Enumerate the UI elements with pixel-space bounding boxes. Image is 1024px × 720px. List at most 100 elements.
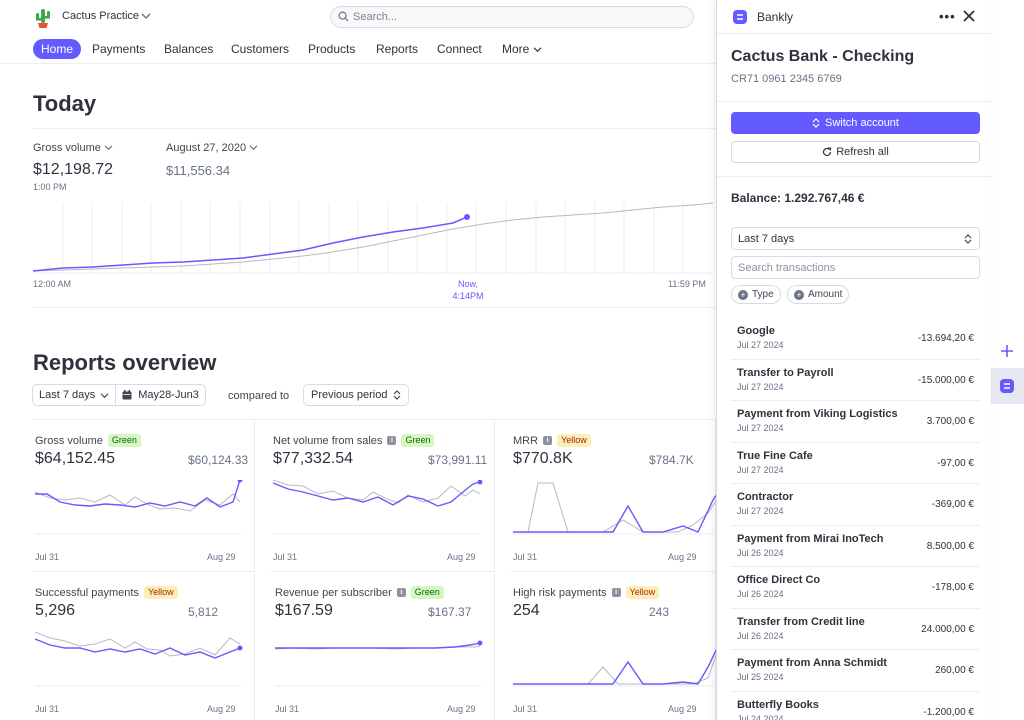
info-icon[interactable]: i	[611, 588, 621, 597]
info-icon[interactable]: i	[387, 436, 397, 445]
transaction-row[interactable]: Transfer to Payroll Jul 27 2024 -15.000,00…	[731, 360, 980, 401]
gross-volume-value: $12,198.72	[33, 161, 114, 178]
metric-card[interactable]: Revenue per subscriber i Green $167.59 $167.…	[273, 572, 495, 720]
switch-account-button[interactable]: Switch account	[731, 112, 980, 134]
card-value: $64,152.45	[35, 450, 116, 467]
nav-more[interactable]: More	[494, 39, 550, 59]
transaction-amount: 260,00 €	[935, 665, 974, 676]
card-value: 254	[513, 602, 540, 619]
compared-to-label: compared to	[228, 390, 290, 402]
transaction-row[interactable]: Butterfly Books Jul 24 2024 -1.200,00 €	[731, 692, 980, 720]
date-range-label: May28-Jun3	[138, 389, 199, 401]
card-sparkline	[275, 640, 483, 687]
chevron-updown-icon	[964, 234, 972, 244]
card-title: Net volume from sales	[273, 434, 383, 447]
card-title-row: MRR i Yellow	[513, 434, 591, 447]
range-label: Last 7 days	[738, 233, 795, 245]
nav-more-label: More	[502, 42, 530, 56]
info-icon[interactable]: i	[396, 588, 406, 597]
card-sparkline	[513, 482, 716, 535]
chevron-updown-icon	[394, 390, 401, 400]
main-nav: Home Payments Balances Customers Product…	[0, 36, 716, 64]
current-period-line	[275, 642, 481, 649]
metric-card[interactable]: Successful payments Yellow 5,296 5,812 Jul 3…	[33, 572, 255, 720]
current-period-line	[35, 480, 241, 508]
amount-filter-label: Amount	[808, 289, 843, 300]
calendar-icon	[122, 390, 132, 400]
nav-reports[interactable]: Reports	[376, 42, 419, 56]
card-end-date: Aug 29	[447, 552, 476, 562]
transaction-row[interactable]: Payment from Mirai InoTech Jul 26 2024 8.5…	[731, 526, 980, 567]
account-iban: CR71 0961 2345 6769	[731, 73, 842, 85]
nav-customers[interactable]: Customers	[231, 42, 290, 56]
account-switcher[interactable]: Cactus Practice	[62, 10, 140, 22]
transaction-date: Jul 27 2024	[737, 423, 784, 433]
range-select[interactable]: Last 7 days	[731, 227, 980, 250]
range-select[interactable]: Last 7 days	[33, 385, 117, 405]
card-start-date: Jul 31	[513, 704, 538, 714]
more-options-icon[interactable]: •••	[939, 9, 956, 24]
previous-period-line	[35, 491, 241, 512]
transaction-row[interactable]: Payment from Anna Schmidt Jul 25 2024 260,…	[731, 650, 980, 692]
rail-bankly-button[interactable]	[996, 375, 1018, 397]
transaction-row[interactable]: Transfer from Credit line Jul 26 2024 24.0…	[731, 609, 980, 650]
nav-products[interactable]: Products	[308, 42, 356, 56]
card-title-row: Net volume from sales i Green	[273, 434, 435, 447]
metric-card[interactable]: Gross volume Green $64,152.45 $60,124.33 Jul…	[33, 420, 255, 572]
card-title-row: Revenue per subscriber i Green	[275, 586, 444, 599]
chevron-down-icon[interactable]	[141, 12, 151, 20]
amount-filter-button[interactable]: + Amount	[787, 285, 850, 304]
card-title-row: High risk payments i Yellow	[513, 586, 660, 599]
status-badge: Green	[107, 434, 141, 447]
card-compare-value: $73,991.11	[428, 453, 488, 467]
previous-period-line	[273, 480, 481, 504]
gross-volume-label: Gross volume	[33, 142, 101, 154]
nav-home[interactable]: Home	[33, 39, 82, 59]
current-period-line	[273, 481, 481, 507]
transaction-row[interactable]: True Fine Cafe Jul 27 2024 -97,00 €	[731, 443, 980, 484]
search-input[interactable]: Search...	[330, 6, 694, 28]
nav-connect[interactable]: Connect	[437, 42, 482, 56]
close-icon[interactable]	[962, 9, 976, 23]
transaction-date: Jul 27 2024	[737, 506, 784, 516]
transaction-row[interactable]: Contractor Jul 27 2024 -369,00 €	[731, 484, 980, 526]
transaction-amount: 3.700,00 €	[926, 416, 974, 427]
date-range-picker[interactable]: May28-Jun3	[116, 385, 205, 405]
comparison-select[interactable]: Previous period	[303, 384, 410, 406]
bankly-logo-icon	[1000, 379, 1014, 393]
chevron-down-icon	[100, 392, 109, 398]
nav-balances[interactable]: Balances	[164, 42, 214, 56]
transaction-row[interactable]: Office Direct Co Jul 26 2024 -178,00 €	[731, 567, 980, 609]
comparison-label: Previous period	[311, 389, 388, 401]
card-compare-value: $784.7K	[649, 453, 694, 467]
metric-card[interactable]: Net volume from sales i Green $77,332.54 $73…	[271, 420, 495, 572]
info-icon[interactable]: i	[543, 436, 553, 445]
compare-day-line	[33, 202, 713, 272]
panel-title: Bankly	[757, 10, 794, 24]
date-selector[interactable]: August 27, 2020	[166, 142, 258, 154]
card-title: MRR	[513, 434, 539, 447]
type-filter-button[interactable]: + Type	[731, 285, 781, 304]
metric-card[interactable]: MRR i Yellow $770.8K $784.7K Jul 31 Aug 29	[511, 420, 716, 572]
metric-card[interactable]: High risk payments i Yellow 254 243 Jul 31 Aug…	[511, 572, 716, 720]
page-title: Today	[33, 91, 97, 116]
date-range-group: Last 7 days May28-Jun3	[32, 384, 206, 406]
plus-icon	[1001, 345, 1013, 357]
add-app-button[interactable]	[996, 340, 1018, 362]
refresh-all-button[interactable]: Refresh all	[731, 141, 980, 163]
current-period-line	[513, 494, 716, 533]
card-start-date: Jul 31	[275, 704, 300, 714]
nav-payments[interactable]: Payments	[92, 42, 146, 56]
transaction-row[interactable]: Payment from Viking Logistics Jul 27 2024…	[731, 401, 980, 443]
transaction-search-input[interactable]: Search transactions	[731, 256, 980, 279]
cactus-logo-icon	[36, 9, 50, 28]
gross-volume-selector[interactable]: Gross volume	[33, 142, 113, 154]
transaction-name: Payment from Viking Logistics	[737, 408, 898, 420]
card-sparkline	[35, 480, 243, 535]
chevron-down-icon	[533, 47, 542, 53]
today-chart	[33, 202, 713, 274]
card-end-date: Aug 29	[668, 552, 697, 562]
sparkline-endpoint	[237, 645, 243, 651]
transaction-row[interactable]: Google Jul 27 2024 -13.694,20 €	[731, 318, 980, 360]
